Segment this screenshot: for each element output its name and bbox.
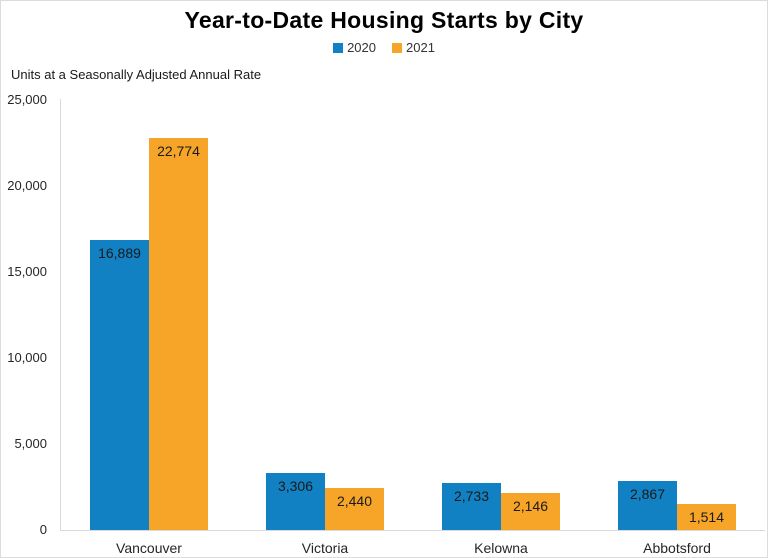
bar-value-label: 3,306 <box>277 478 314 494</box>
legend: 2020 2021 <box>1 40 767 55</box>
bar-value-label: 16,889 <box>98 245 141 261</box>
y-axis-units-label: Units at a Seasonally Adjusted Annual Ra… <box>11 67 262 82</box>
bar-2021-kelowna: 2,146 <box>501 493 560 530</box>
legend-swatch-2020 <box>333 42 344 53</box>
bar-2021-vancouver: 22,774 <box>149 138 208 530</box>
x-axis-category-label: Kelowna <box>474 540 528 556</box>
x-axis-category-label: Victoria <box>301 540 349 556</box>
bar-2020-vancouver: 16,889 <box>90 240 149 530</box>
y-axis-line <box>60 99 61 531</box>
y-tick-label: 10,000 <box>7 350 47 365</box>
x-axis-category-label: Abbotsford <box>643 540 711 556</box>
y-tick-label: 20,000 <box>7 178 47 193</box>
legend-item-2020: 2020 <box>333 40 376 55</box>
bar-2020-victoria: 3,306 <box>266 473 325 530</box>
bar-2020-abbotsford: 2,867 <box>618 481 677 530</box>
bar-value-label: 2,733 <box>453 488 490 504</box>
y-tick-label: 15,000 <box>7 264 47 279</box>
bar-value-label: 2,440 <box>336 493 373 509</box>
bar-value-label: 22,774 <box>157 143 200 159</box>
y-tick-label: 0 <box>39 522 47 537</box>
bar-2020-kelowna: 2,733 <box>442 483 501 530</box>
legend-swatch-2021 <box>392 42 402 53</box>
y-tick-label: 25,000 <box>7 92 47 107</box>
bar-2021-victoria: 2,440 <box>325 488 384 530</box>
legend-label: 2021 <box>406 40 435 55</box>
bar-value-label: 2,146 <box>512 498 549 514</box>
bar-2021-abbotsford: 1,514 <box>677 504 736 530</box>
legend-label: 2020 <box>347 40 376 55</box>
bar-value-label: 2,867 <box>629 486 666 502</box>
x-axis-line <box>60 530 765 531</box>
x-axis-category-label: Vancouver <box>116 540 182 556</box>
chart-title: Year-to-Date Housing Starts by City <box>184 7 584 33</box>
bar-value-label: 1,514 <box>688 509 725 525</box>
y-tick-label: 5,000 <box>14 436 47 451</box>
legend-item-2021: 2021 <box>392 40 435 55</box>
